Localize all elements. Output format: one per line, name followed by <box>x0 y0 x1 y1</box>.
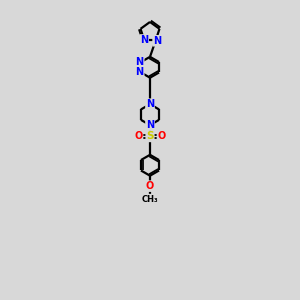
Text: S: S <box>146 131 154 141</box>
Text: N: N <box>140 35 148 45</box>
Text: N: N <box>136 68 144 77</box>
Text: N: N <box>146 120 154 130</box>
Text: N: N <box>146 99 154 109</box>
Text: O: O <box>146 181 154 191</box>
Text: CH₃: CH₃ <box>142 194 158 203</box>
Text: O: O <box>134 131 142 141</box>
Text: N: N <box>136 57 144 67</box>
Text: O: O <box>158 131 166 141</box>
Text: N: N <box>153 36 161 46</box>
